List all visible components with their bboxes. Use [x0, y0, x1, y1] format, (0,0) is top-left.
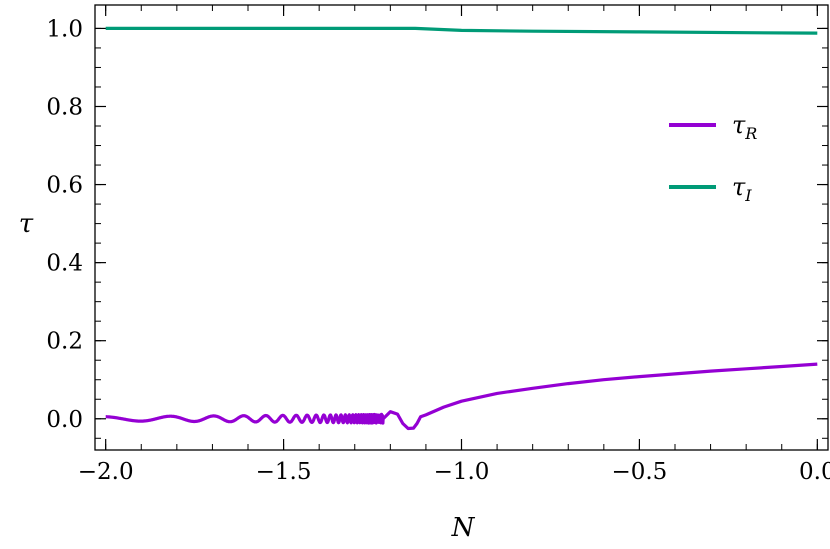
x-tick-label: −0.5 [611, 459, 667, 485]
plot-frame [94, 4, 829, 451]
y-tick-label: 0.2 [46, 329, 83, 355]
legend-label-tau-r: τR [732, 111, 757, 143]
legend: τR τI [669, 111, 757, 205]
legend-label-tau-i: τI [732, 173, 752, 205]
y-tick-label: 0.8 [46, 94, 83, 120]
y-tick-label: 0.6 [46, 173, 83, 199]
y-tick-label: 0.0 [46, 407, 83, 433]
series-tau-r-line [104, 362, 818, 431]
series-tau-i-line [105, 26, 818, 35]
plot-area: −2.0 −1.5 −1.0 −0.5 0.0 0.0 0.2 0.4 0.6 0.8 1.0 [46, 4, 830, 485]
x-tick-label: 0.0 [799, 459, 830, 485]
y-tick-label: 1.0 [46, 16, 83, 42]
y-tick-label: 0.4 [46, 251, 83, 277]
x-tick-label: −1.5 [256, 459, 312, 485]
x-tick-label: −1.0 [434, 459, 490, 485]
x-tick-label: −2.0 [78, 459, 134, 485]
y-axis-label: τ [19, 209, 34, 239]
x-axis-label: N [451, 513, 476, 543]
